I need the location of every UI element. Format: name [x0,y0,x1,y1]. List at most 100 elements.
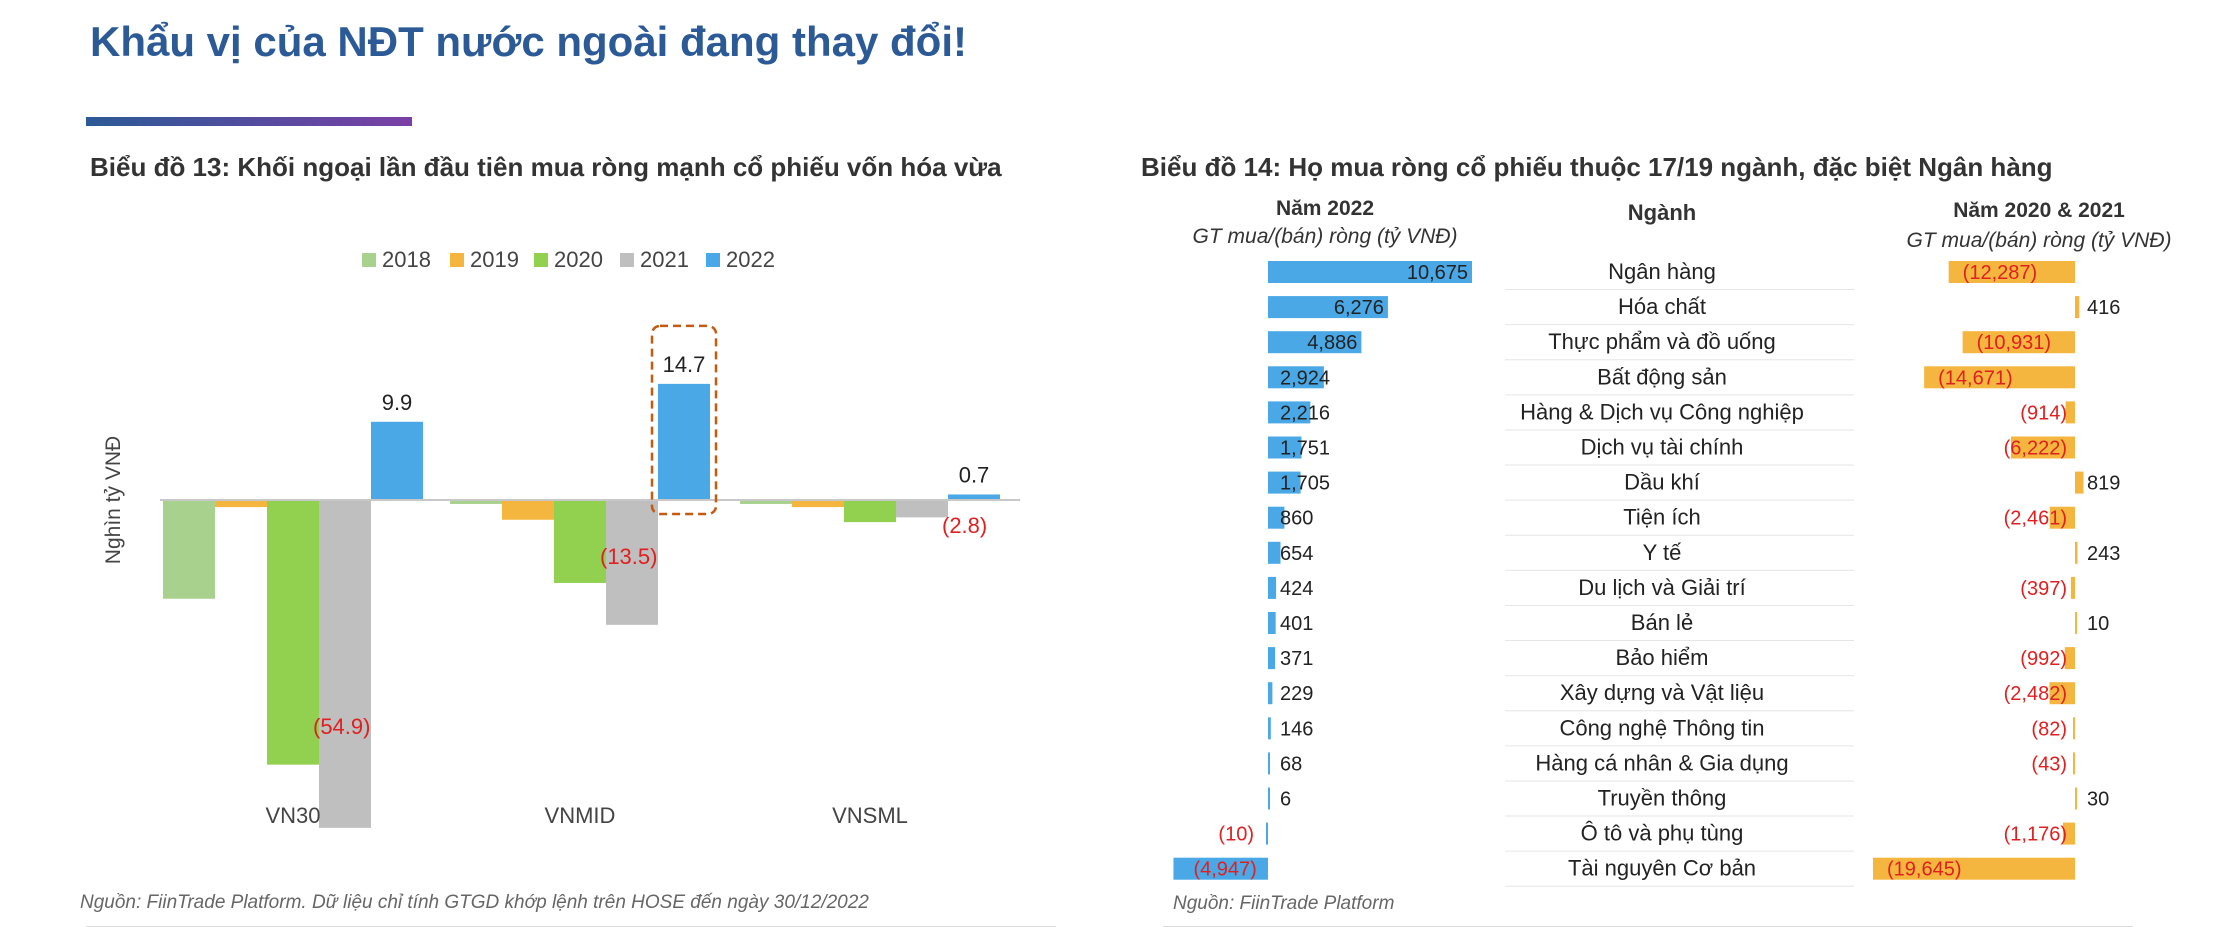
bar-2020-2021-tien-ich [2049,506,2075,529]
category-hoa-chat: Hóa chất [1618,294,1706,319]
category-thuc-pham-va-do-uong: Thực phẩm và đồ uống [1548,329,1776,354]
bar-vn30-2021 [319,500,371,828]
bar-2020-2021-hang-dich-vu-cong-nghiep [2065,401,2075,424]
bar-2022-hang-dich-vu-cong-nghiep [1268,401,1311,424]
label-2022-du-lich-va-giai-tri: 424 [1280,578,1313,600]
legend-swatch-2019 [450,253,464,267]
bar-vnmid-2018 [450,500,502,504]
category-tien-ich: Tiện ích [1623,505,1700,530]
category-dau-khi: Dầu khí [1624,470,1700,495]
label-2020-2021-tien-ich: (2,461) [2004,508,2067,530]
bar-vnsml-2020 [844,500,896,523]
bar-2020-2021-tai-nguyen-co-ban [1873,857,2075,880]
label-2022-ban-le: 401 [1280,613,1313,635]
category-ngan-hang: Ngân hàng [1608,259,1716,284]
label-2020-2021-bao-hiem: (992) [2020,648,2067,670]
y-axis-label: Nghìn tỷ VNĐ [102,436,125,564]
label-2022-tai-nguyen-co-ban: (4,947) [1193,859,1256,881]
header-right-title: Năm 2020 & 2021 [1953,199,2125,222]
label-2022-truyen-thong: 6 [1280,789,1291,811]
category-tai-nguyen-co-ban: Tài nguyên Cơ bản [1568,856,1756,881]
label-2020-2021-hoa-chat: 416 [2087,297,2120,319]
x-tick-vnmid: VNMID [545,803,616,828]
legend-label-2020: 2020 [554,247,603,272]
category-xay-dung-va-vat-lieu: Xây dựng và Vật liệu [1560,680,1764,705]
bar-2022-ban-le [1268,612,1276,634]
label-2020-2021-cong-nghe-thong-tin: (82) [2031,718,2067,740]
bar-vn30-2019 [215,500,267,508]
label-2020-2021-hang-ca-nhan-gia-dung: (43) [2031,753,2067,775]
category-cong-nghe-thong-tin: Công nghệ Thông tin [1559,715,1764,740]
label-2022-hang-ca-nhan-gia-dung: 68 [1280,753,1302,775]
label-2022-ngan-hang: 10,675 [1407,262,1468,284]
bar-2022-tai-nguyen-co-ban [1173,857,1268,880]
chart14-title: Biểu đồ 14: Họ mua ròng cổ phiếu thuộc 1… [1141,152,2053,182]
label-2022-hoa-chat: 6,276 [1334,297,1384,319]
bar-vn30-2018 [163,500,215,599]
label-2020-2021-bat-dong-san: (14,671) [1938,367,2013,389]
category-bat-dong-san: Bất động sản [1597,364,1727,389]
bar-2020-2021-cong-nghe-thong-tin [2073,717,2075,740]
legend-label-2021: 2021 [640,247,689,272]
page-title: Khẩu vị của NĐT nước ngoài đang thay đổi… [90,18,967,65]
bar-2022-truyen-thong [1268,787,1270,810]
bar-2020-2021-bao-hiem [2064,647,2075,670]
legend-label-2018: 2018 [382,247,431,272]
label-2022-hang-dich-vu-cong-nghiep: 2,216 [1280,402,1330,424]
bar-2022-o-to-va-phu-tung [1266,822,1268,845]
bar-2022-cong-nghe-thong-tin [1268,717,1271,740]
bar-vnmid-2022 [658,383,710,500]
bar-2022-hoa-chat [1268,296,1388,319]
label-2020-2021-y-te: 243 [2087,543,2120,565]
label-2022-o-to-va-phu-tung: (10) [1218,824,1254,846]
bar-2022-bao-hiem [1268,647,1276,670]
chart13: 2018 2019 2020 2021 2022 Nghìn tỷ VNĐ VN30 VNMI… [102,247,1020,828]
label-2020-2021-ngan-hang: (12,287) [1963,262,2038,284]
bar-vnmid-2020 [554,500,606,583]
chart13-title: Biểu đồ 13: Khối ngoại lần đầu tiên mua … [90,152,1002,182]
highlight-box [650,324,718,516]
bar-vn30-2020 [267,500,319,765]
bar-vnmid-2021 [606,500,658,625]
category-du-lich-va-giai-tri: Du lịch và Giải trí [1578,575,1746,600]
category-y-te: Y tế [1643,540,1682,565]
data-label-vnmid-2022: 14.7 [663,352,706,377]
data-label-vnmid-2020: (13.5) [600,544,657,569]
chart14-source: Nguồn: FiinTrade Platform [1173,893,1395,914]
category-bao-hiem: Bảo hiểm [1616,645,1709,670]
data-label-vnsml-2021: (2.8) [942,513,987,538]
header-right-subtitle: GT mua/(bán) ròng (tỷ VNĐ) [1907,229,2172,252]
legend-label-2019: 2019 [470,247,519,272]
legend-label-2022: 2022 [726,247,775,272]
bar-2020-2021-hoa-chat [2075,296,2080,319]
label-2020-2021-dau-khi: 819 [2087,473,2120,495]
label-2020-2021-hang-dich-vu-cong-nghiep: (914) [2020,402,2067,424]
bar-2022-y-te [1268,541,1281,564]
bar-2020-2021-y-te [2075,541,2078,564]
bar-2022-hang-ca-nhan-gia-dung [1268,752,1270,775]
x-tick-vn30: VN30 [265,803,320,828]
header-middle: Ngành [1628,200,1696,225]
bar-2022-xay-dung-va-vat-lieu [1268,682,1273,705]
bar-2020-2021-truyen-thong [2075,787,2077,810]
label-2022-cong-nghe-thong-tin: 146 [1280,718,1313,740]
bar-2022-du-lich-va-giai-tri [1268,576,1277,599]
bar-2020-2021-thuc-pham-va-do-uong [1962,331,2075,354]
label-2020-2021-dich-vu-tai-chinh: (6,222) [2004,438,2067,460]
chart13-source: Nguồn: FiinTrade Platform. Dữ liệu chỉ t… [80,892,869,913]
label-2020-2021-truyen-thong: 30 [2087,789,2109,811]
bar-2020-2021-dau-khi [2075,471,2084,494]
x-tick-vnsml: VNSML [832,803,908,828]
bar-2022-tien-ich [1268,506,1285,529]
bar-vnsml-2018 [740,500,792,504]
title-underline [86,117,412,126]
bar-vn30-2022 [371,421,423,500]
header-left-title: Năm 2022 [1276,197,1374,220]
label-2020-2021-thuc-pham-va-do-uong: (10,931) [1977,332,2052,354]
bar-2022-dau-khi [1268,471,1301,494]
label-2022-bao-hiem: 371 [1280,648,1313,670]
bar-vnsml-2021 [896,500,948,518]
header-left-subtitle: GT mua/(bán) ròng (tỷ VNĐ) [1193,225,1458,248]
bar-vnsml-2019 [792,500,844,508]
chart14: Năm 2022 GT mua/(bán) ròng (tỷ VNĐ) Ngành N… [1173,197,2172,887]
